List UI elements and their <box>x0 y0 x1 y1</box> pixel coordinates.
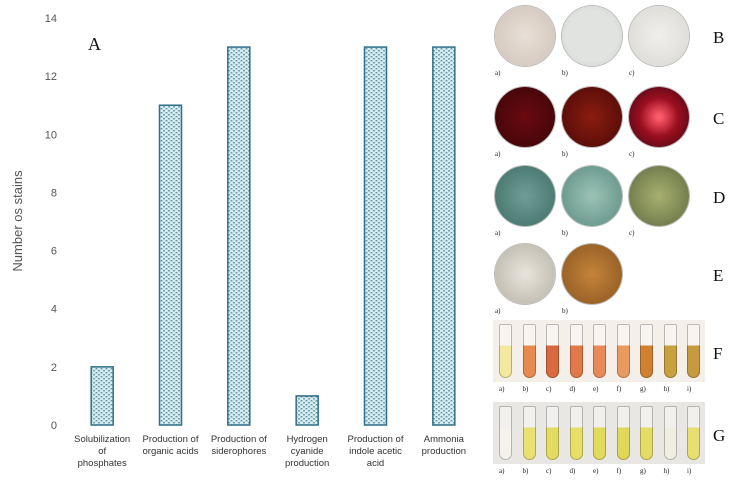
y-tick-label: 8 <box>51 187 57 199</box>
x-category-label: phosphates <box>78 458 127 469</box>
petri-dish-image <box>629 6 689 66</box>
test-tube <box>663 406 677 460</box>
petri-dish-image <box>562 87 622 147</box>
panel-letter: C <box>713 109 725 128</box>
bar <box>158 104 183 426</box>
x-category-label: Production of <box>143 434 199 445</box>
petri-dish-image <box>629 166 689 226</box>
bar-chart: A Number os stains 0 2 4 6 8 10 12 14 Solubiliz… <box>10 13 466 469</box>
bar <box>295 395 319 426</box>
x-category-label: cyanide <box>291 446 324 457</box>
x-category-label: Ammonia <box>424 434 465 445</box>
test-tube <box>569 406 583 460</box>
sub-panel-label: f) <box>616 385 622 393</box>
sub-panel-label: i) <box>687 385 692 393</box>
test-tube <box>546 324 559 378</box>
panel-letter: D <box>713 188 726 207</box>
sub-panel-label: b) <box>562 69 568 77</box>
test-tube <box>522 324 536 378</box>
petri-dish-image <box>629 87 689 147</box>
test-tube <box>499 324 512 378</box>
sub-panel-label: h) <box>663 467 670 475</box>
x-category-label: indole acetic <box>349 446 402 457</box>
test-tube <box>593 406 606 460</box>
sub-panel-label: b) <box>562 229 568 237</box>
test-tube <box>640 406 653 460</box>
sub-panel-label: g) <box>640 385 646 393</box>
test-tube <box>687 324 700 378</box>
petri-dish-image <box>562 6 622 66</box>
x-category-label: of <box>98 446 106 457</box>
sub-panel-label: g) <box>640 467 646 475</box>
x-category-label: production <box>422 446 466 457</box>
sub-panel-label: i) <box>687 467 692 475</box>
sub-panel-label: a) <box>495 150 501 158</box>
sub-panel-label: a) <box>495 229 501 237</box>
y-tick-label: 6 <box>51 246 57 258</box>
petri-dish-image <box>562 166 622 226</box>
test-tube <box>499 406 512 460</box>
petri-dish-image <box>495 87 555 147</box>
bar <box>90 366 114 426</box>
test-tube <box>663 324 677 378</box>
y-tick-label: 2 <box>51 362 57 374</box>
panel-letter: B <box>713 28 725 47</box>
panel-letter: F <box>713 344 723 363</box>
panel-label: A <box>88 34 101 54</box>
test-tube <box>569 324 583 378</box>
panel-letter: G <box>713 426 726 445</box>
sub-panel-label: c) <box>546 385 552 393</box>
petri-dish-image <box>495 166 555 226</box>
x-category-label: siderophores <box>211 446 266 457</box>
sub-panel-label: b) <box>562 150 568 158</box>
test-tube <box>616 406 630 460</box>
y-tick-label: 0 <box>51 420 57 432</box>
sub-panel-label: c) <box>546 467 552 475</box>
sub-panel-label: e) <box>593 385 599 393</box>
y-tick-label: 10 <box>45 129 57 141</box>
sub-panel-label: a) <box>499 385 505 393</box>
sub-panel-label: b) <box>522 467 529 475</box>
x-category-label: organic acids <box>143 446 199 457</box>
sub-panel-label: a) <box>495 69 501 77</box>
test-tube <box>616 324 630 378</box>
sub-panel-label: e) <box>593 467 599 475</box>
test-tube <box>687 406 700 460</box>
sub-panel-label: a) <box>499 467 505 475</box>
petri-dish-image <box>495 6 555 66</box>
petri-dish-image <box>495 244 555 304</box>
x-category-label: Hydrogen <box>287 434 328 445</box>
sub-panel-label: c) <box>629 229 635 237</box>
petri-dish-image <box>562 244 622 304</box>
x-category-label: acid <box>367 458 384 469</box>
panel-letter: E <box>713 266 724 285</box>
sub-panel-label: d) <box>569 467 576 475</box>
bar <box>227 46 251 426</box>
y-tick-label: 14 <box>45 13 57 25</box>
sub-panel-label: c) <box>629 150 635 158</box>
bar <box>363 46 388 426</box>
y-axis-label: Number os stains <box>10 170 25 272</box>
x-category-label: Production of <box>211 434 267 445</box>
y-tick-label: 4 <box>51 304 57 316</box>
sub-panel-label: f) <box>616 467 622 475</box>
sub-panel-label: h) <box>663 385 670 393</box>
sub-panel-label: c) <box>629 69 635 77</box>
sub-panel-label: a) <box>495 307 501 315</box>
x-category-label: Production of <box>348 434 404 445</box>
y-tick-label: 12 <box>45 71 57 83</box>
test-tube <box>593 324 606 378</box>
sub-panel-label: b) <box>522 385 529 393</box>
bar <box>432 46 456 426</box>
test-tube <box>522 406 536 460</box>
sub-panel-label: d) <box>569 385 576 393</box>
test-tube <box>546 406 559 460</box>
sub-panel-label: b) <box>562 307 568 315</box>
x-category-label: production <box>285 458 329 469</box>
test-tube <box>640 324 653 378</box>
x-category-label: Solubilization <box>74 434 130 445</box>
